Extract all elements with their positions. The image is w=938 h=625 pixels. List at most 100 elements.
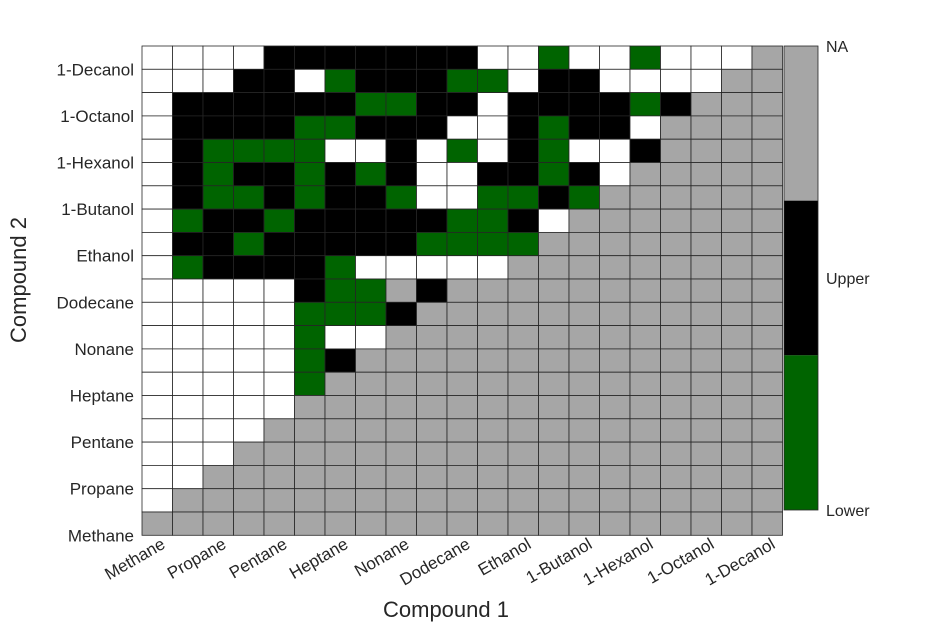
heatmap-cell (568, 441, 600, 466)
heatmap-cell (263, 92, 295, 117)
heatmap-cell (263, 464, 295, 490)
heatmap-cell (202, 488, 234, 513)
heatmap-cell (446, 325, 478, 350)
heatmap-cell (263, 278, 295, 303)
heatmap-cell (172, 115, 204, 140)
heatmap-cell (751, 464, 783, 490)
heatmap-cell (263, 348, 295, 373)
heatmap-cell (233, 301, 265, 326)
heatmap-cell (294, 231, 326, 257)
heatmap-cell (629, 138, 661, 163)
heatmap-cell (477, 441, 509, 466)
heatmap-cell (477, 68, 509, 94)
heatmap-cell (263, 162, 295, 187)
heatmap-cell (660, 92, 692, 117)
heatmap-cell (446, 208, 478, 233)
heatmap-cell (202, 68, 234, 94)
heatmap-cell (263, 255, 295, 280)
heatmap-cell (141, 208, 173, 233)
heatmap-cell (751, 441, 783, 466)
heatmap-cell (477, 185, 509, 210)
heatmap-cell (629, 45, 661, 70)
heatmap-cell (660, 325, 692, 350)
heatmap-cell (660, 301, 692, 326)
heatmap-cell (172, 395, 204, 420)
heatmap-cell (477, 278, 509, 303)
heatmap-cell (538, 511, 570, 536)
heatmap-cell (477, 511, 509, 536)
heatmap-cell (538, 68, 570, 94)
heatmap-cell (355, 511, 387, 536)
heatmap-cell (172, 138, 204, 163)
heatmap-cell (751, 348, 783, 373)
heatmap-cell (233, 115, 265, 140)
heatmap-cell (141, 348, 173, 373)
heatmap-cell (416, 255, 448, 280)
heatmap-cell (507, 348, 539, 373)
heatmap-cell (507, 325, 539, 350)
heatmap-cell (294, 92, 326, 117)
heatmap-cell (324, 208, 356, 233)
heatmap-cell (599, 138, 631, 163)
heatmap-cell (507, 231, 539, 257)
heatmap-cell (477, 371, 509, 396)
heatmap-cell (629, 185, 661, 210)
heatmap-cell (202, 185, 234, 210)
heatmap-cell (751, 371, 783, 396)
heatmap-cell (172, 162, 204, 187)
heatmap-cell (324, 325, 356, 350)
heatmap-cell (385, 371, 417, 396)
heatmap-cell (721, 441, 753, 466)
heatmap-cell (507, 488, 539, 513)
heatmap-cell (446, 185, 478, 210)
heatmap-cell (690, 92, 722, 117)
heatmap-cell (172, 278, 204, 303)
heatmap-cell (355, 464, 387, 490)
heatmap-cell (507, 464, 539, 490)
heatmap-cell (416, 208, 448, 233)
heatmap-cell (629, 395, 661, 420)
heatmap-cell (233, 325, 265, 350)
heatmap-cell (538, 395, 570, 420)
heatmap-cell (538, 441, 570, 466)
heatmap-cell (385, 488, 417, 513)
heatmap-cell (690, 185, 722, 210)
heatmap-cell (233, 511, 265, 536)
heatmap-cell (538, 92, 570, 117)
y-tick-label: 1-Decanol (57, 60, 135, 79)
heatmap-cell (355, 371, 387, 396)
heatmap-cell (721, 115, 753, 140)
heatmap-cell (538, 185, 570, 210)
heatmap-cell (324, 395, 356, 420)
heatmap-cell (416, 348, 448, 373)
heatmap-cell (538, 208, 570, 233)
heatmap-cell (721, 162, 753, 187)
heatmap-cell (263, 488, 295, 513)
heatmap-cell (446, 371, 478, 396)
heatmap-cell (416, 45, 448, 70)
heatmap-cell (294, 348, 326, 373)
heatmap-cell (324, 511, 356, 536)
heatmap-cell (446, 418, 478, 443)
heatmap-cell (202, 138, 234, 163)
heatmap-cell (477, 115, 509, 140)
heatmap-cell (721, 418, 753, 443)
heatmap-cell (721, 488, 753, 513)
heatmap-cell (324, 138, 356, 163)
heatmap-cell (507, 68, 539, 94)
heatmap-cell (599, 464, 631, 490)
heatmap-cell (355, 348, 387, 373)
heatmap-cell (202, 115, 234, 140)
heatmap-cell (324, 162, 356, 187)
heatmap-cell (721, 92, 753, 117)
heatmap-cell (538, 138, 570, 163)
heatmap-cell (385, 441, 417, 466)
heatmap-cell (416, 231, 448, 257)
heatmap-cell (355, 138, 387, 163)
heatmap-cell (263, 325, 295, 350)
heatmap-cell (294, 115, 326, 140)
heatmap-cell (294, 45, 326, 70)
heatmap-cell (294, 511, 326, 536)
heatmap-cell (660, 68, 692, 94)
